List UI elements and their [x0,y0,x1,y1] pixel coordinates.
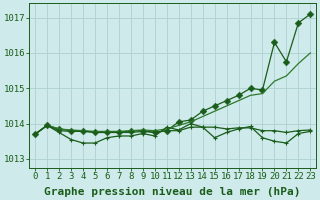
X-axis label: Graphe pression niveau de la mer (hPa): Graphe pression niveau de la mer (hPa) [44,186,301,197]
